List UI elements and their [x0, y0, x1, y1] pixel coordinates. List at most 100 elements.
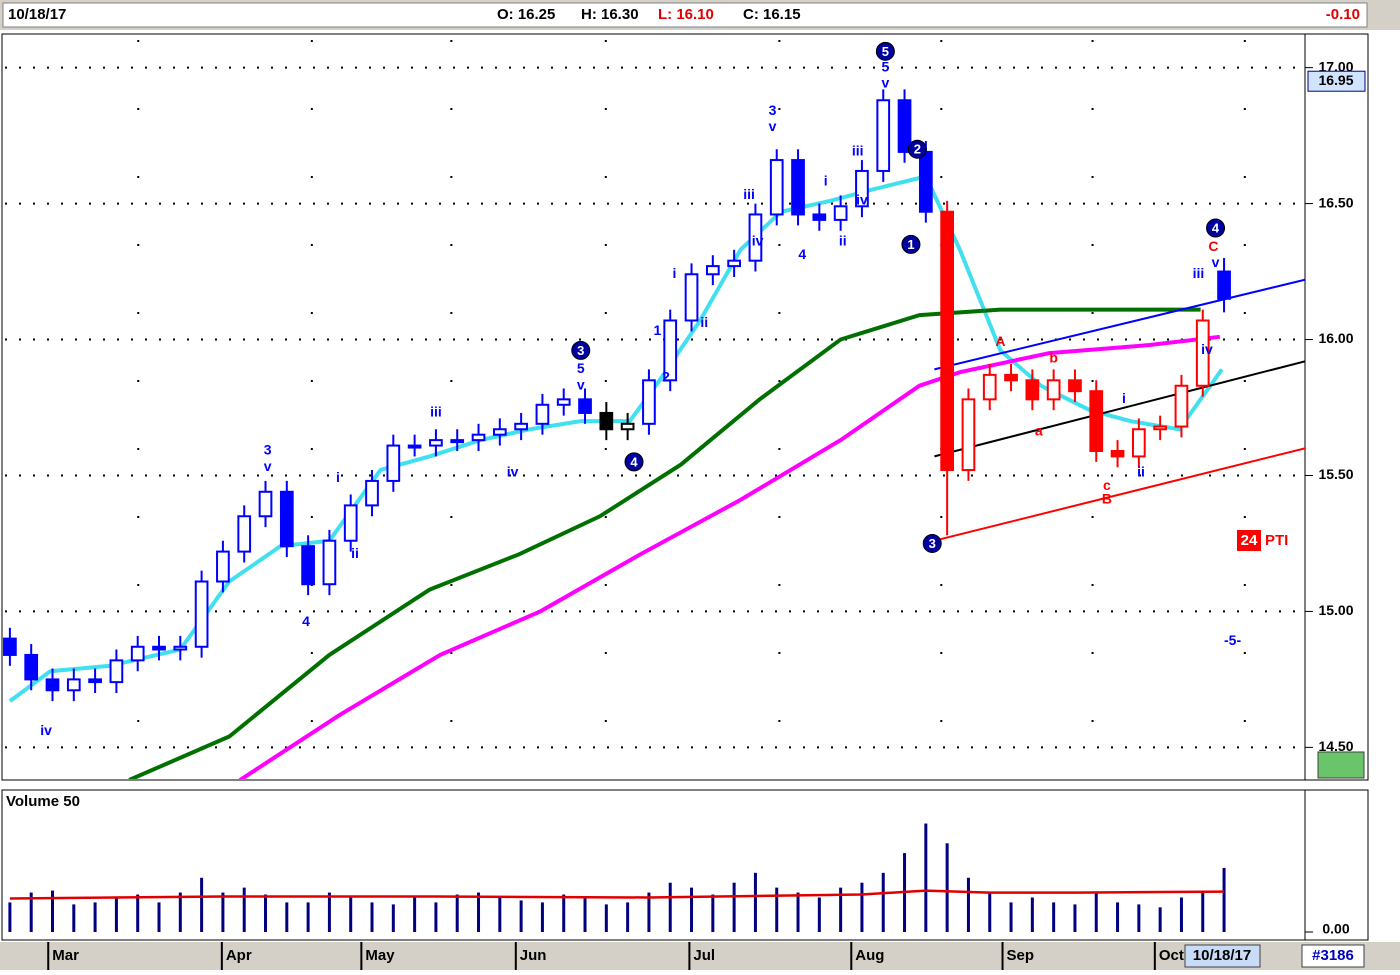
- candle-body: [365, 479, 379, 507]
- candle-body: [812, 213, 827, 221]
- volume-panel: [1, 789, 1369, 941]
- candle-body: [109, 659, 124, 684]
- candle-body: [386, 444, 401, 482]
- candle-body: [940, 210, 955, 472]
- candle-body: [66, 678, 81, 692]
- candle-body: [429, 439, 443, 447]
- wave-label: B: [1102, 491, 1112, 507]
- wave-label: a: [1035, 423, 1043, 439]
- volume-bar: [136, 894, 140, 932]
- candle-body: [1217, 270, 1231, 300]
- wave-circle-label: 2: [914, 142, 921, 157]
- candle-body: [642, 379, 656, 425]
- candle-body: [982, 373, 997, 401]
- volume-bar: [1030, 897, 1034, 932]
- volume-bar: [178, 892, 182, 932]
- wave-circle: [875, 41, 895, 61]
- x-tick-label: Jun: [520, 947, 547, 964]
- volume-bar: [1052, 902, 1056, 932]
- wave-label: -5-: [1224, 632, 1241, 648]
- candle-body: [1174, 384, 1189, 428]
- candle-body: [216, 550, 230, 583]
- candle-body: [961, 398, 976, 472]
- volume-bar: [455, 894, 459, 932]
- candle-body: [791, 159, 805, 216]
- volume-bar: [93, 902, 97, 932]
- volume-bar: [8, 902, 12, 932]
- candle-body: [727, 259, 741, 268]
- wave-label: iv: [752, 232, 764, 248]
- candle-body: [258, 490, 273, 518]
- volume-bar: [1009, 902, 1013, 932]
- id-box: [1301, 944, 1365, 968]
- volume-bar: [1073, 904, 1077, 932]
- wave-label: iii: [1193, 265, 1205, 281]
- candle-body: [279, 490, 294, 548]
- volume-bar: [29, 892, 33, 932]
- wave-label: iv: [507, 463, 519, 479]
- volume-bar: [668, 882, 672, 932]
- candle-body: [918, 150, 933, 213]
- wave-circle-label: 4: [630, 454, 638, 469]
- wave-circle: [901, 234, 921, 254]
- volume-bar: [306, 902, 310, 932]
- wave-label: v: [264, 458, 272, 474]
- header-open: O: 16.25: [497, 6, 555, 23]
- volume-bar: [1179, 897, 1183, 932]
- candle-body: [1004, 373, 1018, 382]
- wave-label: i: [336, 469, 340, 485]
- volume-bar: [562, 894, 566, 932]
- wave-label: ii: [351, 545, 359, 561]
- volume-bar: [604, 904, 608, 932]
- volume-bar: [413, 897, 417, 932]
- volume-bar: [221, 892, 225, 932]
- volume-bar: [434, 902, 438, 932]
- date-bar: [0, 942, 1400, 970]
- y-tick-label: 14.50: [1318, 738, 1353, 754]
- price-tag: 16.95: [1318, 72, 1353, 88]
- wave-label: b: [1049, 349, 1058, 365]
- candle-body: [322, 539, 337, 586]
- price-panel: [1, 33, 1369, 781]
- volume-bar: [860, 882, 864, 932]
- volume-bar: [966, 877, 970, 932]
- volume-bar: [711, 894, 715, 932]
- candle-body: [833, 205, 848, 221]
- volume-bar: [242, 887, 246, 932]
- wave-label: 2: [662, 368, 670, 384]
- y-tick-label: 15.50: [1318, 466, 1353, 482]
- candle-body: [1089, 390, 1104, 453]
- volume-bar: [327, 892, 331, 932]
- volume-bar: [519, 900, 523, 932]
- candle-body: [492, 428, 507, 436]
- x-tick-label: Mar: [52, 947, 79, 964]
- candle-body: [450, 439, 465, 444]
- volume-bar: [285, 902, 289, 932]
- wave-label: iv: [1201, 341, 1213, 357]
- candle-body: [876, 99, 891, 172]
- volume-bar: [690, 887, 694, 932]
- trend-line: [934, 360, 1305, 458]
- candle-body: [407, 444, 422, 449]
- wave-label: c: [1103, 477, 1111, 493]
- volume-bar: [349, 897, 353, 932]
- candle-body: [1046, 379, 1061, 401]
- volume-bar: [988, 892, 992, 932]
- volume-bar: [945, 843, 949, 932]
- volume-bar: [370, 902, 374, 932]
- date-box-text: 10/18/17: [1193, 947, 1251, 964]
- wave-label: 5: [881, 58, 889, 74]
- moving-average: [128, 307, 1201, 779]
- header-low: L: 16.10: [658, 6, 714, 23]
- candle-body: [3, 637, 17, 656]
- volume-bar: [391, 904, 395, 932]
- wave-label: i: [1122, 390, 1126, 406]
- volume-bar: [1222, 867, 1226, 932]
- candle-body: [471, 433, 486, 442]
- volume-bar: [1094, 892, 1098, 932]
- volume-bar: [1201, 892, 1205, 932]
- candle-body: [599, 411, 614, 431]
- wave-label: ii: [1137, 463, 1145, 479]
